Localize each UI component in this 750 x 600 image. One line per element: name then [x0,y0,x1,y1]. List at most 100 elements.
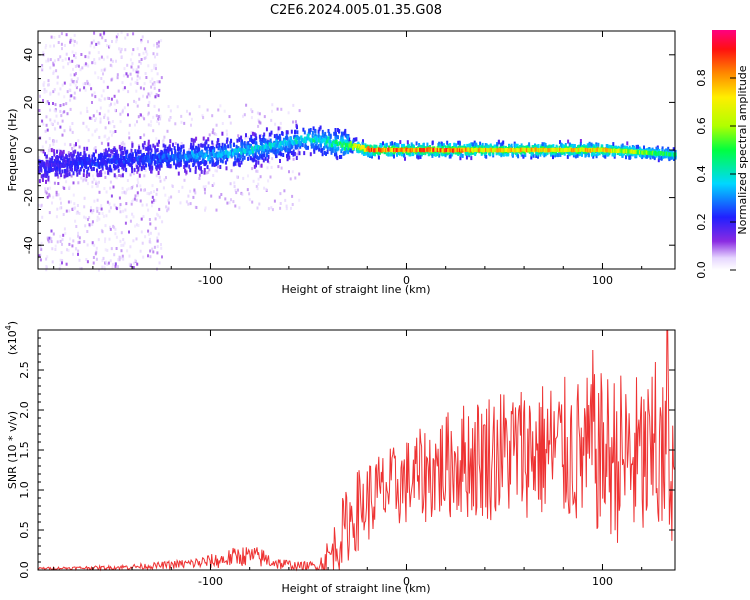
speckle-mark [121,171,124,175]
speckle-mark [164,193,167,197]
speckle-mark [238,206,241,210]
ridge-mark [620,148,623,153]
spectrogram-ylabel: Frequency (Hz) [6,109,19,192]
speckle-mark [92,39,95,43]
speckle-mark [52,63,55,67]
speckle-mark [53,44,55,48]
halo-mark [282,153,285,157]
speckle-mark [154,226,157,230]
ridge-mark [601,147,604,152]
speckle-mark [99,33,102,37]
speckle-mark [174,142,177,145]
speckle-mark [234,188,237,192]
speckle-mark [170,195,173,199]
ridge-mark [86,157,89,161]
speckle-mark [177,190,180,193]
speckle-mark [59,109,62,113]
halo-mark [362,147,365,152]
speckle-mark [119,112,122,116]
ridge-mark [229,149,232,154]
halo-mark [270,148,273,153]
halo-mark [122,155,125,160]
halo-mark [253,132,256,137]
halo-mark [587,143,590,148]
halo-mark [235,144,238,149]
halo-mark [76,151,79,156]
speckle-mark [54,109,57,113]
halo-mark [367,153,370,158]
halo-mark [324,131,327,136]
halo-mark [286,154,288,159]
speckle-mark [42,50,45,54]
speckle-mark [93,58,96,62]
speckle-mark [115,176,118,180]
speckle-mark [52,139,55,143]
halo-mark [335,132,337,137]
speckle-mark [88,116,91,120]
ridge-mark [533,148,536,153]
speckle-mark [104,39,107,42]
speckle-mark [168,196,171,200]
speckle-mark [56,121,59,125]
halo-mark [539,152,542,157]
halo-mark [438,141,441,146]
ridge-mark [555,147,558,152]
halo-mark [301,143,304,148]
speckle-mark [247,135,250,139]
halo-mark [156,148,159,153]
halo-mark [42,173,45,178]
halo-mark [143,140,146,145]
halo-mark [138,160,141,165]
speckle-mark [103,149,106,153]
speckle-mark [49,66,52,70]
speckle-mark [48,194,51,198]
ridge-mark [228,151,231,156]
ridge-mark [494,147,497,152]
halo-mark [592,145,595,150]
halo-mark [199,160,202,165]
speckle-mark [279,192,282,196]
halo-mark [106,153,109,158]
speckle-mark [135,237,138,241]
speckle-mark [167,105,170,108]
speckle-mark [134,194,137,198]
speckle-mark [88,51,91,55]
speckle-mark [230,198,232,202]
ridge-mark [286,140,289,145]
speckle-mark [118,174,121,177]
ridge-mark [266,145,269,150]
ridge-mark [169,156,172,161]
halo-mark [541,142,544,147]
speckle-mark [215,208,218,212]
speckle-mark [155,174,158,178]
ridge-mark [145,156,148,161]
halo-mark [151,165,154,170]
halo-mark [520,152,523,157]
ridge-mark [333,142,336,147]
halo-mark [340,135,343,140]
speckle-mark [142,255,145,259]
ridge-mark [582,148,585,152]
halo-mark [131,143,134,148]
ridge-mark [81,161,84,166]
ridge-mark [439,148,442,153]
speckle-mark [141,35,144,39]
speckle-mark [155,192,158,196]
halo-mark [40,168,43,173]
speckle-mark [70,94,73,98]
speckle-mark [109,63,112,67]
halo-mark [446,140,449,145]
halo-mark [236,153,239,158]
speckle-mark [100,77,103,80]
speckle-mark [123,67,126,71]
halo-mark [109,166,112,171]
speckle-mark [54,127,57,131]
ridge-mark [321,139,324,144]
halo-mark [571,144,573,149]
halo-mark [257,156,260,161]
halo-mark [412,152,414,157]
speckle-mark [129,82,132,86]
ridge-mark [370,147,373,152]
speckle-mark [154,63,157,67]
speckle-mark [65,33,68,37]
